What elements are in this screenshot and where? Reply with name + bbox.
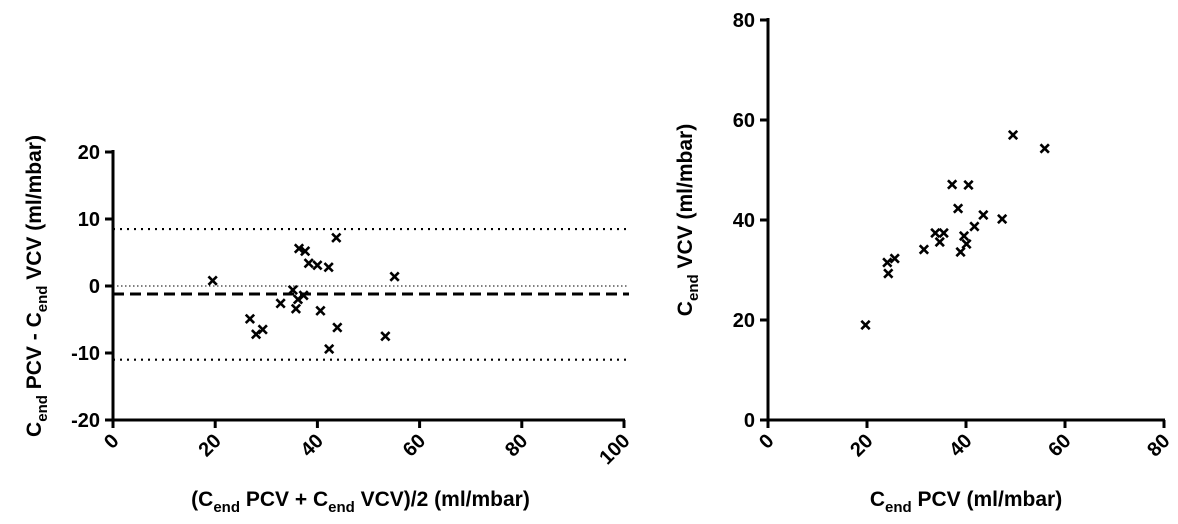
x-tick-label: 0: [100, 430, 123, 453]
bland-altman-chart: -20 -10 0 10 20 0 20 40 60 80 100 (Cend PCV + Cend …: [23, 135, 635, 516]
axis-label-part: end: [885, 499, 912, 516]
x-tick-label: 20: [194, 430, 225, 461]
y-tick-label: 20: [78, 142, 100, 164]
y-tick-label: -10: [71, 343, 100, 365]
axis-label-part: PCV + C: [240, 488, 328, 511]
y-tick-label: -20: [71, 410, 100, 432]
data-point: [207, 275, 218, 286]
y-tick-label: 10: [78, 209, 100, 231]
data-point: [290, 303, 302, 314]
data-point: [934, 236, 945, 248]
axis-label-part: PCV - C: [23, 312, 46, 395]
data-point: [380, 331, 391, 342]
data-point: [1007, 129, 1019, 141]
axis-label-part: end: [34, 286, 51, 313]
x-tick-label: 0: [755, 430, 778, 453]
data-point: [323, 262, 334, 273]
data-point: [889, 253, 900, 264]
y-tick-label: 60: [733, 110, 755, 132]
data-point: [883, 268, 894, 279]
x-tick-label: 100: [595, 430, 634, 469]
data-point: [298, 290, 309, 301]
data-point: [324, 343, 335, 355]
y-axis-title: Cend PCV - Cend VCV (ml/mbar): [23, 135, 51, 437]
x-axis-title: Cend PCV (ml/mbar): [870, 488, 1062, 516]
y-tick-label: 0: [89, 276, 100, 298]
y-tick-label: 80: [733, 10, 755, 32]
data-point: [293, 243, 305, 254]
data-point: [250, 329, 262, 340]
axis-label-part: VCV (ml/mbar): [674, 124, 697, 275]
y-tick-label: 40: [733, 210, 755, 232]
data-point: [958, 230, 970, 242]
x-tick-label: 80: [1143, 430, 1174, 461]
data-point: [332, 322, 343, 333]
data-point: [997, 213, 1008, 225]
x-tick-label: 80: [501, 430, 532, 461]
x-tick-label: 60: [1044, 430, 1075, 461]
y-tick-label: 0: [744, 410, 755, 432]
data-point: [961, 238, 972, 250]
y-axis-title: Cend VCV (ml/mbar): [674, 124, 702, 316]
x-axis-title: (Cend PCV + Cend VCV)/2 (ml/mbar): [191, 488, 530, 516]
data-point: [244, 313, 256, 324]
data-point: [312, 260, 323, 271]
data-point: [918, 244, 930, 255]
axis-label-part: end: [328, 499, 355, 516]
data-point: [969, 221, 980, 232]
data-point: [955, 246, 966, 258]
data-point: [963, 179, 974, 191]
data-point: [287, 284, 298, 296]
x-tick-label: 40: [297, 430, 328, 461]
data-point: [978, 209, 989, 221]
axis-label-part: C: [674, 301, 697, 316]
data-point: [275, 298, 286, 309]
data-point: [303, 258, 314, 269]
data-point: [300, 246, 311, 257]
axis-label-part: PCV (ml/mbar): [912, 488, 1063, 511]
data-point: [389, 271, 400, 282]
data-point: [882, 257, 893, 268]
x-tick-label: 60: [399, 430, 430, 461]
data-point: [938, 227, 949, 239]
axis-label-part: end: [685, 274, 702, 301]
axis-label-part: end: [34, 395, 51, 422]
x-tick-label: 20: [846, 430, 877, 461]
axis-label-part: C: [870, 488, 885, 511]
data-point: [952, 203, 964, 214]
data-point: [331, 232, 342, 243]
data-point: [1039, 143, 1050, 154]
axis-label-part: C: [23, 422, 46, 437]
data-point: [315, 305, 326, 316]
data-point: [947, 179, 958, 190]
data-point: [930, 227, 941, 239]
axis-label-part: (C: [191, 488, 213, 511]
y-tick-label: 20: [733, 310, 755, 332]
data-point: [860, 319, 871, 331]
data-point: [257, 324, 268, 335]
axis-label-part: end: [213, 499, 240, 516]
x-tick-label: 40: [945, 430, 976, 461]
axis-label-part: VCV (ml/mbar): [23, 135, 46, 286]
axis-label-part: VCV)/2 (ml/mbar): [355, 488, 530, 511]
